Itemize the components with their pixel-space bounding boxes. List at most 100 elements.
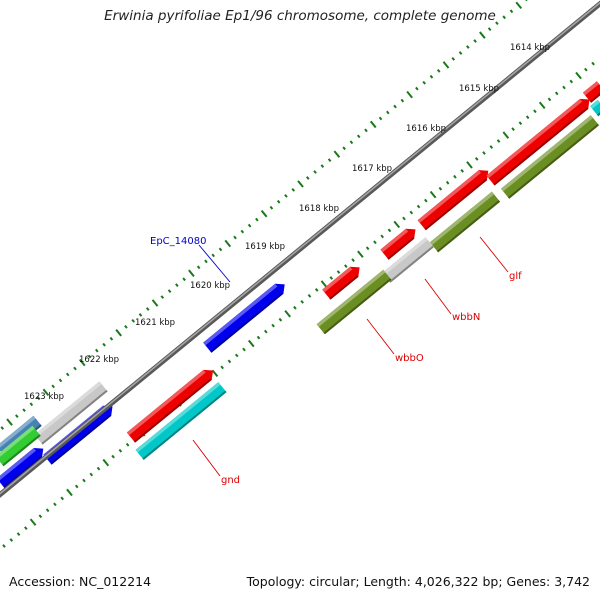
gene-red-e-bevel	[582, 81, 600, 96]
inner-minor-tick	[278, 317, 283, 322]
gene-red-d-body	[486, 98, 590, 186]
inner-tick-track	[2, 61, 595, 548]
outer-minor-tick	[458, 51, 463, 55]
inner-minor-tick	[220, 365, 224, 370]
inner-minor-tick	[96, 466, 101, 471]
outer-minor-tick	[451, 57, 456, 61]
inner-minor-tick	[380, 234, 384, 239]
scale-label: 1614 kbp	[510, 43, 550, 53]
outer-minor-tick	[73, 366, 77, 371]
inner-major-tick	[247, 339, 255, 348]
inner-minor-tick	[569, 79, 574, 84]
gene-glf-bevel	[429, 191, 495, 246]
inner-minor-tick	[474, 157, 479, 161]
inner-minor-tick	[373, 240, 377, 245]
gene-red-c[interactable]	[417, 166, 493, 231]
outer-minor-tick	[342, 146, 346, 151]
outer-minor-tick	[276, 199, 281, 204]
scale-label: 1616 kbp	[406, 124, 446, 134]
outer-minor-tick	[196, 265, 201, 270]
gene-wbbN-body	[382, 237, 434, 283]
outer-minor-tick	[145, 307, 150, 311]
inner-minor-tick	[234, 353, 239, 358]
gene-red-a-body	[322, 266, 360, 300]
outer-minor-tick	[233, 235, 237, 240]
inner-major-tick	[429, 190, 437, 199]
outer-minor-tick	[487, 27, 492, 32]
outer-minor-tick	[182, 277, 186, 282]
gene-gray-left[interactable]	[34, 381, 108, 445]
gene-olive-b-bevel	[500, 115, 593, 192]
gene-red-gnd-partner[interactable]	[126, 365, 217, 443]
gene-red-c-body	[417, 170, 489, 231]
inner-minor-tick	[533, 109, 537, 114]
outer-major-tick	[115, 329, 122, 337]
inner-major-tick	[29, 518, 37, 526]
gene-cyan-edge-shadow	[596, 108, 600, 117]
gene-olive-b-shadow	[507, 123, 600, 199]
inner-minor-tick	[460, 168, 464, 173]
outer-minor-tick	[175, 283, 179, 288]
inner-minor-tick	[453, 174, 457, 179]
inner-minor-tick	[547, 97, 552, 102]
outer-minor-tick	[327, 158, 332, 162]
outer-minor-tick	[525, 0, 528, 2]
inner-minor-tick	[16, 532, 21, 536]
gene-green-left[interactable]	[0, 425, 41, 467]
backbone-highlight	[0, 1, 600, 495]
scale-labels: 1614 kbp 1615 kbp 1616 kbp 1617 kbp 1618 kbp…	[24, 43, 550, 402]
gene-green-left-shadow	[2, 434, 41, 467]
gene-label[interactable]: wbbN	[452, 312, 480, 323]
outer-minor-tick	[400, 98, 405, 103]
gene-red-b[interactable]	[380, 224, 419, 260]
gene-gnd[interactable]	[135, 382, 227, 460]
gene-EpC_14080[interactable]	[203, 279, 289, 353]
inner-minor-tick	[402, 216, 406, 221]
outer-major-tick	[406, 90, 413, 99]
gene-gray-left-shadow	[41, 389, 108, 445]
gene-glf[interactable]	[429, 191, 501, 253]
outer-minor-tick	[87, 354, 92, 359]
gene-wbbO-shadow	[323, 278, 392, 335]
gene-label[interactable]: gnd	[221, 475, 240, 486]
inner-minor-tick	[38, 514, 43, 519]
gene-label[interactable]: wbbO	[395, 353, 424, 364]
inner-minor-tick	[74, 484, 79, 489]
inner-minor-tick	[89, 472, 94, 477]
gene-cyan-edge[interactable]	[590, 99, 600, 117]
gene-label[interactable]: glf	[509, 271, 522, 282]
gene-red-c-bevel	[417, 170, 481, 223]
outer-minor-tick	[65, 372, 70, 377]
gene-label[interactable]: EpC_14080	[150, 236, 206, 247]
inner-minor-tick	[554, 91, 559, 96]
gene-wbbO-body	[316, 269, 392, 335]
inner-minor-tick	[125, 442, 130, 447]
inner-major-tick	[502, 131, 510, 139]
outer-tick-track	[0, 0, 528, 430]
outer-minor-tick	[29, 402, 34, 407]
gene-red-d[interactable]	[486, 94, 593, 186]
outer-minor-tick	[240, 229, 245, 234]
gene-olive-b[interactable]	[500, 115, 600, 199]
inner-major-tick	[66, 488, 73, 497]
gene-red-a[interactable]	[322, 262, 364, 300]
outer-minor-tick	[102, 342, 106, 347]
inner-minor-tick	[9, 538, 14, 542]
outer-minor-tick	[422, 80, 426, 85]
gene-blue-far-left-body	[0, 447, 44, 489]
outer-minor-tick	[495, 21, 499, 26]
leader-line	[198, 244, 231, 283]
gene-wbbO[interactable]	[316, 269, 392, 335]
outer-major-tick	[224, 239, 232, 248]
leader-line	[424, 278, 452, 315]
inner-major-tick	[575, 71, 582, 80]
gene-EpC_14080-bevel	[203, 283, 278, 346]
inner-minor-tick	[118, 448, 123, 453]
inner-major-tick	[211, 369, 219, 378]
gene-wbbN[interactable]	[382, 237, 434, 283]
scale-label: 1621 kbp	[135, 318, 175, 328]
gene-blue-far-left[interactable]	[0, 444, 47, 489]
gene-red-gnd-partner-bevel	[126, 369, 206, 436]
